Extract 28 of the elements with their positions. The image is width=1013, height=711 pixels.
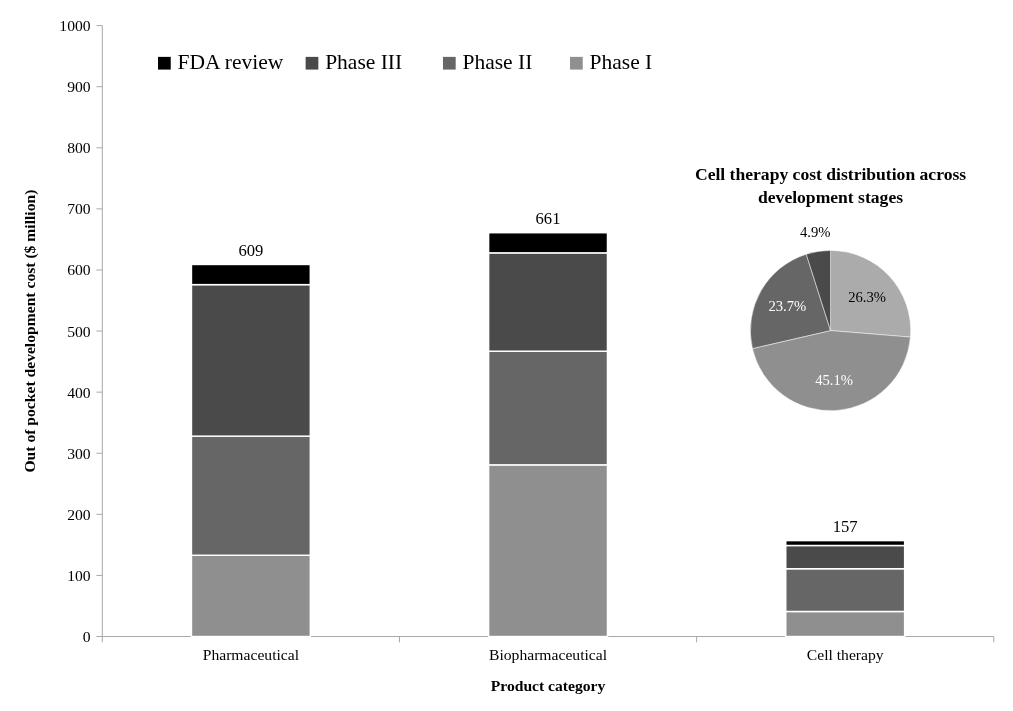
y-tick-label: 900 xyxy=(67,78,91,96)
x-axis-title: Product category xyxy=(490,677,606,695)
chart-title: Cell therapy cost distribution across development stages xyxy=(694,164,967,208)
legend-label: Phase III xyxy=(325,49,403,74)
total-label: 609 xyxy=(238,240,264,260)
y-tick-label: 100 xyxy=(67,566,91,584)
total-label: 661 xyxy=(535,208,561,228)
y-tick-label: 1000 xyxy=(59,17,91,35)
y-tick-label: 200 xyxy=(67,505,91,523)
legend-label: Phase II xyxy=(462,49,533,74)
y-tick-label: 400 xyxy=(67,383,91,401)
data-label: 4.9% xyxy=(799,223,831,240)
y-tick-label: 700 xyxy=(67,200,91,218)
legend-label: FDA review xyxy=(177,49,284,74)
y-tick-label: 800 xyxy=(67,139,91,157)
y-tick-label: 0 xyxy=(82,628,91,645)
data-label: 45.1% xyxy=(815,372,854,389)
y-tick-label: 500 xyxy=(67,322,91,340)
x-tick-label: Biopharmaceutical xyxy=(489,645,608,663)
y-tick-label: 600 xyxy=(67,261,91,279)
x-tick-label: Cell therapy xyxy=(806,645,884,663)
y-tick-label: 300 xyxy=(67,444,91,462)
total-label: 157 xyxy=(832,516,858,536)
x-tick-label: Pharmaceutical xyxy=(202,645,300,663)
legend-label: Phase I xyxy=(589,49,653,74)
data-label: 26.3% xyxy=(848,289,887,306)
data-label: 23.7% xyxy=(768,298,807,315)
y-axis-title: Out of pocket development cost ($ million) xyxy=(20,189,39,473)
